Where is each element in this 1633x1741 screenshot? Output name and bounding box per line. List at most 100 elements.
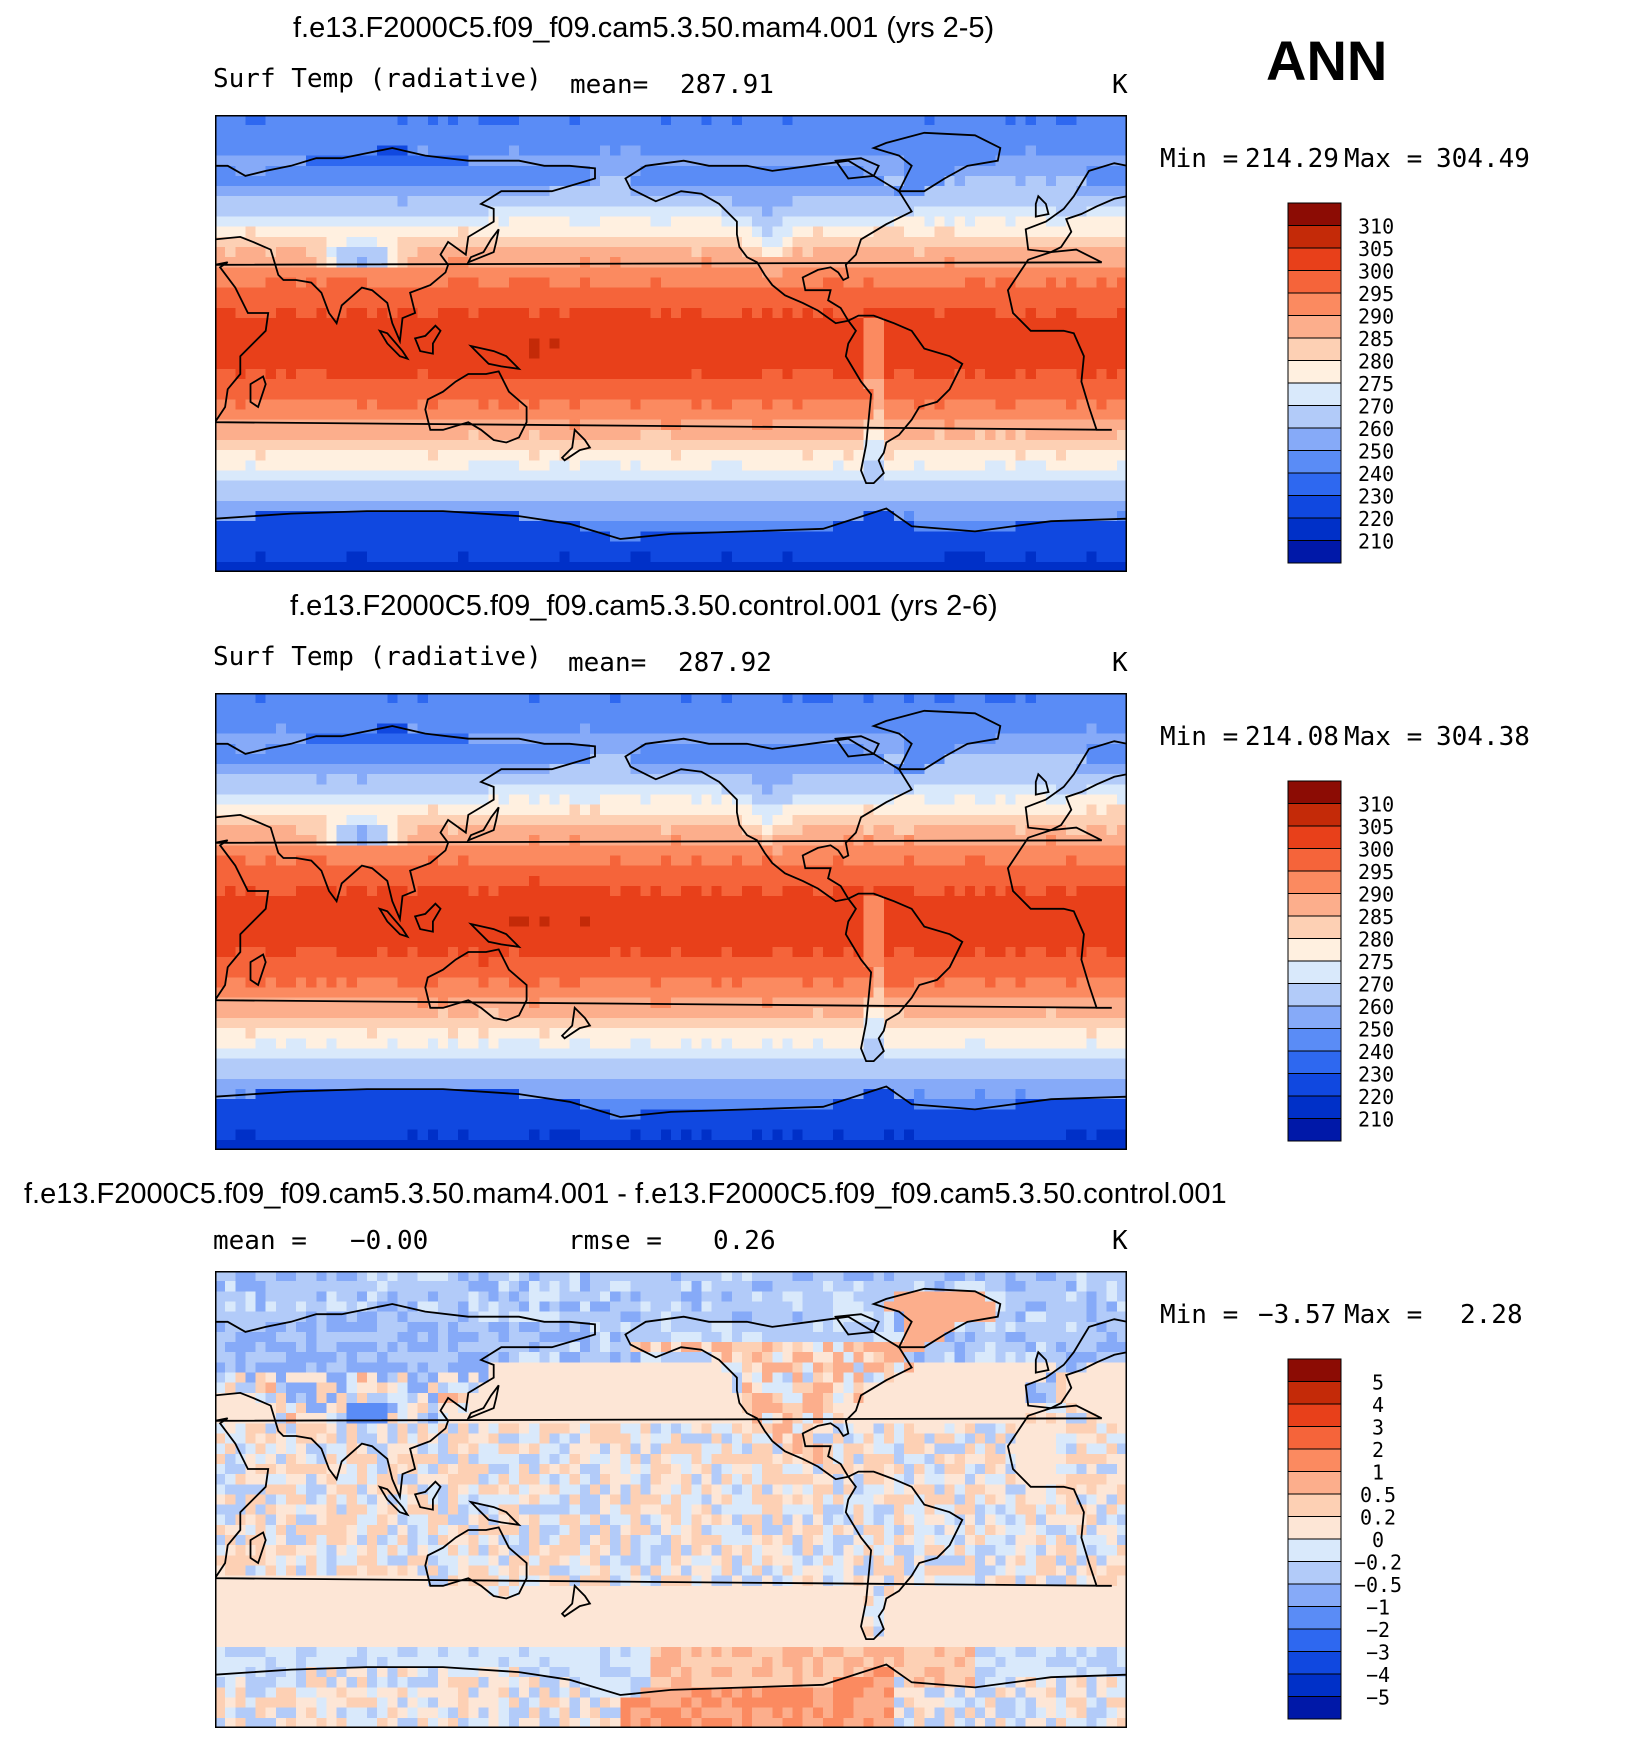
field-cell (346, 521, 358, 532)
field-cell (387, 774, 398, 785)
field-cell (701, 450, 713, 461)
field-cell (863, 206, 875, 218)
field-cell (660, 358, 672, 370)
coastline-new-zealand (560, 427, 592, 462)
field-cell (1096, 561, 1108, 572)
field-cell (215, 500, 226, 512)
field-cell (812, 561, 824, 572)
field-cell (377, 277, 388, 289)
field-cell (367, 307, 378, 319)
field-cell (367, 723, 378, 735)
coastline-japan (466, 228, 500, 265)
field-cell (336, 419, 348, 431)
field-cell (225, 723, 236, 735)
field-cell (215, 460, 226, 472)
field-cell (681, 125, 692, 136)
field-cell (1015, 267, 1027, 279)
field-cell (407, 460, 419, 472)
field-cell (559, 328, 571, 340)
field-cell (823, 703, 834, 714)
field-cell (316, 723, 328, 735)
field-cell (265, 236, 277, 248)
field-cell (417, 531, 429, 543)
field-cell (245, 429, 257, 441)
field-cell (255, 247, 267, 258)
field-cell (437, 470, 449, 482)
field-cell (873, 115, 885, 126)
field-cell (873, 703, 885, 714)
field-cell (762, 196, 773, 207)
field-cell (478, 399, 490, 411)
field-cell (346, 358, 358, 370)
field-cell (1066, 348, 1077, 360)
field-cell (306, 531, 317, 543)
field-cell (863, 125, 875, 136)
field-cell (255, 784, 267, 796)
field-cell (1045, 500, 1057, 512)
field-cell (1086, 774, 1098, 785)
field-cell (964, 318, 976, 329)
field-cell (873, 287, 885, 299)
field-cell (417, 439, 429, 451)
field-cell (1035, 328, 1047, 340)
field-cell (762, 247, 773, 258)
field-cell (883, 500, 895, 512)
field-cell (367, 328, 378, 340)
field-cell (529, 125, 540, 136)
field-cell (853, 297, 865, 309)
field-cell (255, 541, 267, 553)
field-cell (539, 196, 550, 207)
field-cell (448, 135, 459, 147)
field-cell (559, 307, 571, 319)
field-cell (367, 429, 378, 441)
field-cell (833, 297, 844, 309)
field-cell (458, 500, 469, 512)
field-cell (549, 297, 561, 309)
field-cell (448, 125, 459, 136)
field-cell (752, 135, 763, 147)
field-cell (245, 521, 257, 532)
field-cell (843, 409, 854, 421)
field-cell (387, 531, 398, 543)
field-cell (914, 723, 925, 735)
field-cell (752, 368, 763, 380)
field-cell (225, 743, 236, 755)
field-cell (569, 521, 581, 532)
field-cell (235, 500, 246, 512)
field-cell (1015, 318, 1027, 329)
field-cell (508, 307, 520, 319)
field-cell (417, 115, 429, 126)
field-cell (549, 511, 561, 522)
field-cell (306, 450, 317, 461)
field-cell (650, 338, 662, 350)
field-cell (762, 521, 773, 532)
field-cell (529, 460, 540, 472)
field-cell (437, 206, 449, 218)
field-cell (235, 753, 246, 765)
field-cell (1076, 723, 1088, 735)
field-cell (620, 338, 632, 350)
field-cell (995, 165, 1006, 177)
field-cell (1025, 764, 1037, 775)
field-cell (792, 236, 804, 248)
field-cell (549, 743, 561, 755)
field-cell (1066, 175, 1077, 187)
field-cell (225, 500, 236, 512)
field-cell (326, 521, 338, 532)
field-cell (650, 216, 662, 228)
field-cell (1015, 389, 1027, 400)
field-cell (326, 389, 338, 400)
field-cell (782, 307, 794, 319)
field-cell (275, 125, 287, 136)
field-cell (691, 429, 702, 441)
field-cell (1035, 145, 1047, 157)
field-cell (853, 551, 865, 563)
field-cell (427, 155, 439, 167)
field-cell (954, 470, 966, 482)
field-cell (893, 226, 905, 238)
field-cell (904, 297, 915, 309)
field-cell (427, 318, 439, 329)
field-cell (255, 328, 267, 340)
field-cell (630, 155, 642, 167)
field-cell (468, 226, 480, 238)
